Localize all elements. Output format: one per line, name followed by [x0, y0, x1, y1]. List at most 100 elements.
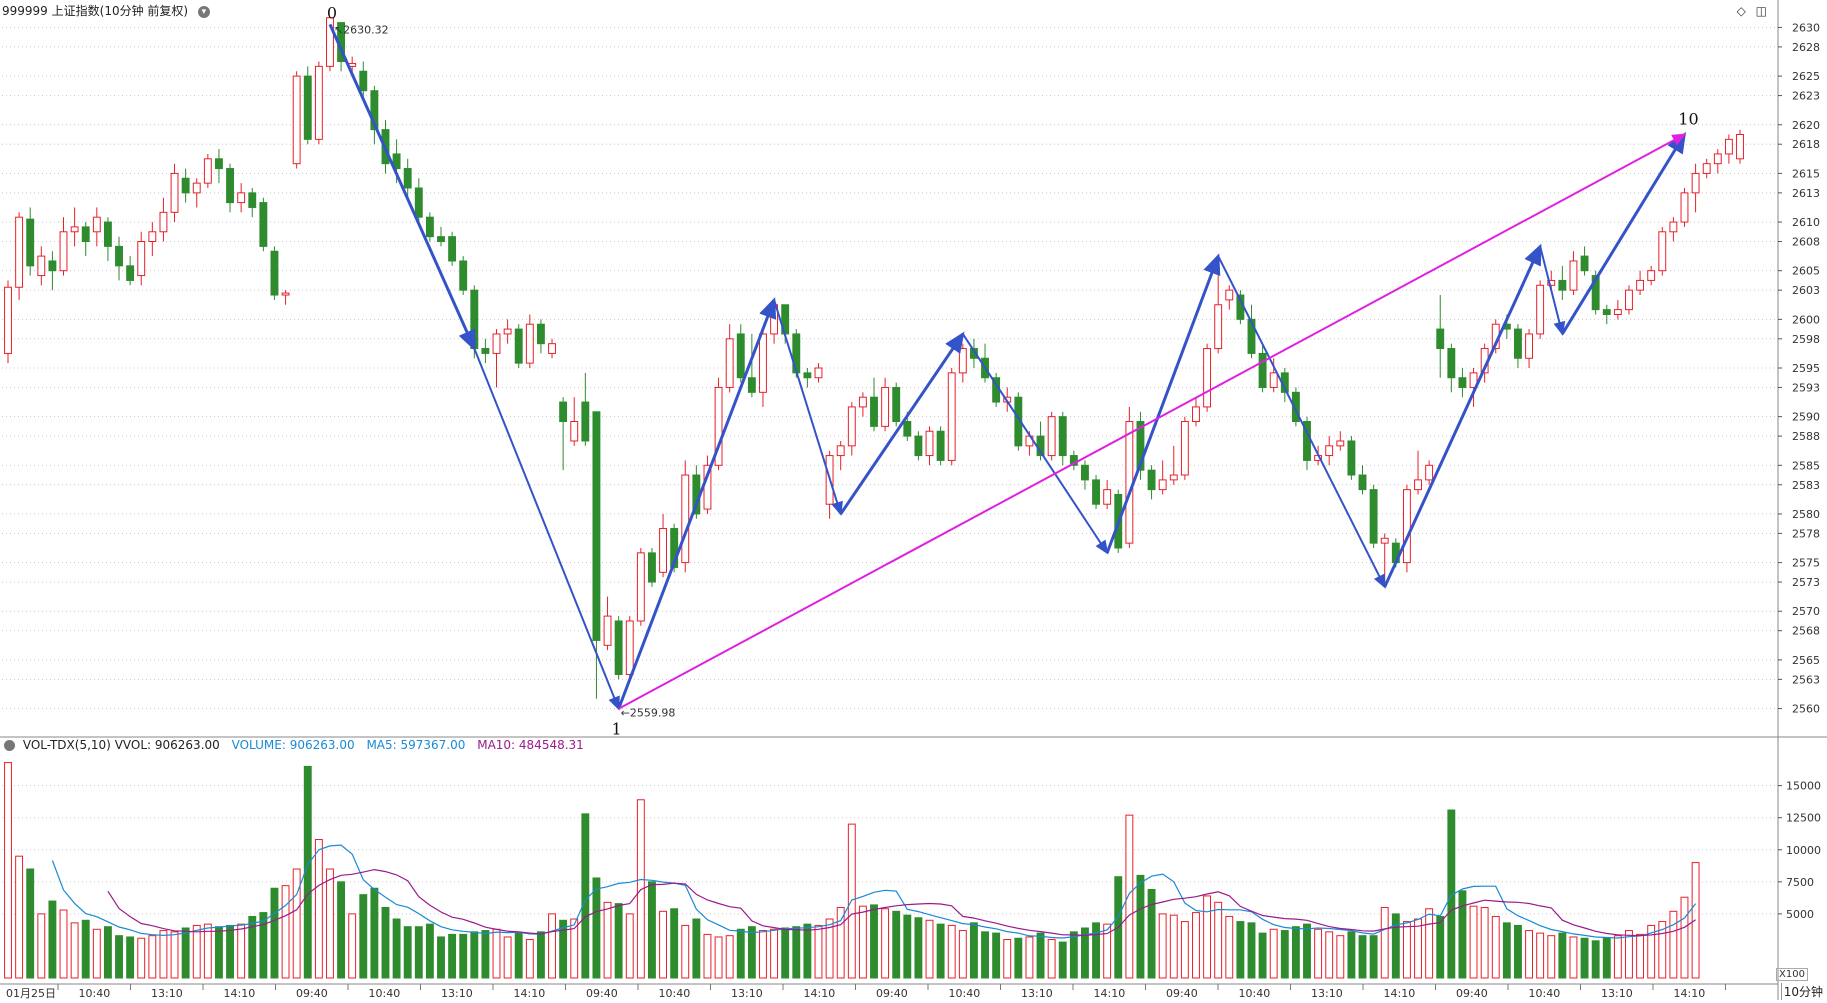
volume-bar	[26, 868, 35, 979]
candle-body	[1724, 138, 1733, 155]
chart-title: 999999 上证指数(10分钟 前复权) ▾	[2, 2, 210, 20]
candle-body	[303, 75, 312, 140]
candle-body	[614, 620, 623, 675]
volume-bar	[1580, 937, 1589, 979]
volume-bar	[1180, 921, 1189, 979]
volume-bar	[1025, 936, 1034, 979]
panel-icon[interactable]: ◫	[1755, 4, 1767, 18]
candle-body	[747, 377, 756, 393]
wave-segment	[1217, 255, 1386, 589]
volume-bar	[1469, 905, 1478, 979]
volume-ma5: MA5: 597367.00	[366, 738, 466, 752]
diamond-icon[interactable]: ◇	[1736, 4, 1746, 18]
candle-body	[847, 406, 856, 447]
candle-body	[1358, 474, 1367, 491]
volume-bar	[148, 935, 157, 979]
volume-bar	[1491, 915, 1500, 979]
volume-bar	[48, 900, 57, 979]
price-tick-label: 2575	[1792, 557, 1820, 570]
volume-bar	[1303, 923, 1311, 979]
time-tick-label: 10:40	[659, 987, 691, 1000]
volume-bar	[1358, 935, 1367, 979]
candle-body	[681, 474, 690, 564]
candle-body	[625, 620, 634, 675]
volume-options-icon[interactable]	[4, 740, 15, 751]
candle-body	[1158, 479, 1167, 491]
candle-body	[503, 328, 512, 335]
candle-body	[1258, 352, 1267, 388]
candle-body	[103, 221, 112, 247]
volume-bar	[1536, 932, 1545, 979]
wave-segment	[473, 348, 620, 711]
candle-body	[148, 231, 157, 243]
candle-body	[1125, 421, 1134, 544]
volume-bar	[37, 913, 46, 979]
volume-bar	[1003, 939, 1012, 979]
price-tick-label: 2580	[1792, 508, 1820, 521]
candle-body	[570, 421, 579, 442]
price-tick-label: 2630	[1792, 21, 1820, 34]
candle-body	[836, 445, 845, 457]
volume-bar	[1680, 896, 1689, 979]
volume-bar	[1480, 906, 1489, 979]
volume-bar	[736, 928, 745, 979]
price-tick-label: 2603	[1792, 284, 1820, 297]
price-tick-label: 2585	[1792, 459, 1820, 472]
volume-bar	[581, 813, 590, 979]
wave-segment	[1561, 131, 1687, 335]
candle-body	[1369, 489, 1378, 544]
volume-bar	[403, 926, 412, 979]
price-tick-label: 2608	[1792, 236, 1820, 249]
price-tick-label: 2563	[1792, 673, 1820, 686]
volume-bar	[1414, 918, 1422, 979]
wave-segment	[328, 23, 476, 352]
candle-body	[514, 328, 523, 364]
price-tick-label: 2625	[1792, 70, 1820, 83]
candle-body	[1103, 489, 1112, 505]
volume-bar	[836, 906, 845, 979]
candle-body	[1569, 260, 1578, 291]
volume-bar	[914, 917, 923, 979]
candle-body	[314, 65, 323, 140]
candle-body	[1669, 221, 1678, 233]
volume-value: VOLUME: 906263.00	[231, 738, 355, 752]
volume-bar	[15, 855, 24, 979]
candle-body	[858, 396, 867, 408]
title-options-icon[interactable]: ▾	[197, 5, 210, 18]
volume-bar	[992, 932, 1001, 979]
candle-body	[881, 386, 890, 427]
high-value-label: ↖2630.32	[334, 23, 389, 36]
volume-bar	[1502, 922, 1511, 979]
volume-tick-label: 7500	[1786, 876, 1814, 889]
candle-body	[1047, 416, 1056, 457]
time-tick-label: 13:10	[1601, 987, 1633, 1000]
candle-body	[492, 333, 501, 354]
volume-bar	[1380, 906, 1389, 979]
volume-tick-label: 10000	[1786, 844, 1821, 857]
candle-body	[281, 292, 290, 296]
candle-body	[1058, 416, 1067, 457]
price-tick-label: 2600	[1792, 313, 1820, 326]
candle-body	[414, 187, 423, 218]
time-tick-label: 09:40	[586, 987, 618, 1000]
volume-bar	[870, 904, 878, 979]
volume-bar	[692, 918, 701, 979]
volume-bar	[925, 919, 934, 979]
volume-bar	[714, 936, 723, 979]
volume-bar	[570, 918, 579, 979]
volume-bar	[981, 931, 989, 979]
candle-body	[92, 216, 101, 233]
volume-bar	[1081, 927, 1089, 979]
price-tick-label: 2623	[1792, 90, 1820, 103]
volume-bar	[381, 906, 390, 979]
time-tick-label: 14:10	[514, 987, 546, 1000]
volume-bar	[1225, 915, 1234, 979]
price-tick-label: 2560	[1792, 703, 1820, 716]
candle-body	[26, 218, 35, 267]
candle-body	[559, 401, 568, 423]
period-label[interactable]: 10分钟	[1780, 983, 1825, 1000]
volume-bar	[1203, 895, 1212, 979]
volume-bar	[881, 908, 890, 979]
candle-body	[81, 226, 90, 243]
